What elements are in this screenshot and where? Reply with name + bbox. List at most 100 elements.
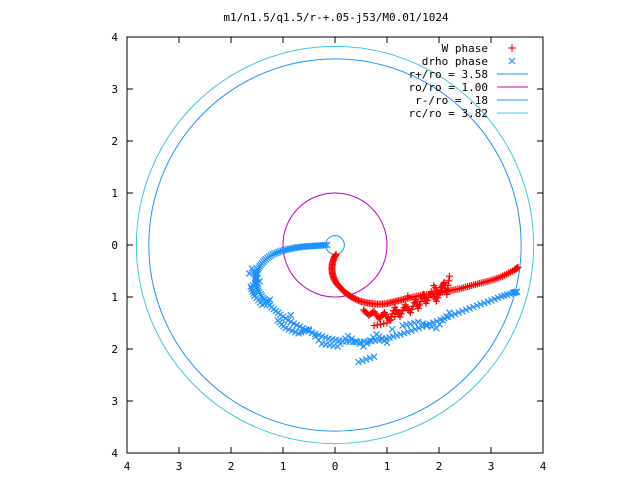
w-phase-point	[382, 300, 390, 308]
drho-phase-point	[325, 335, 333, 343]
drho-phase-point	[432, 324, 440, 332]
w-phase-point	[350, 295, 358, 303]
w-phase-fill-point	[444, 281, 452, 289]
w-phase-point	[503, 270, 511, 278]
drho-phase-point	[250, 292, 258, 300]
drho-phase-fill-point	[282, 246, 290, 254]
w-phase-point	[333, 279, 341, 287]
legend-entry-4: r-/ro = .18	[415, 94, 528, 107]
w-phase-point	[464, 283, 472, 291]
w-phase-point	[430, 282, 438, 290]
drho-phase-point	[282, 324, 290, 332]
drho-phase-point	[287, 311, 295, 319]
w-phase-point	[396, 313, 404, 321]
drho-phase-point	[354, 358, 362, 366]
drho-phase-point	[373, 331, 381, 338]
legend-entry-5: rc/ro = 3.82	[409, 107, 528, 120]
x-tick-label: 0	[332, 460, 339, 473]
w-phase-fill-point	[355, 297, 363, 305]
drho-phase-point	[274, 316, 282, 324]
drho-phase-point	[469, 303, 477, 311]
w-phase-point	[383, 319, 391, 327]
drho-phase-fill-point	[462, 306, 470, 314]
drho-phase-point	[414, 318, 422, 326]
w-phase-point	[380, 309, 388, 317]
w-phase-point	[360, 306, 368, 314]
drho-phase-fill-point	[254, 285, 261, 293]
drho-phase-point	[268, 303, 275, 311]
w-phase-point	[435, 290, 443, 298]
drho-phase-point	[370, 353, 378, 361]
w-phase-fill-point	[373, 321, 381, 329]
drho-phase-point	[295, 329, 303, 337]
drho-phase-point	[255, 288, 263, 296]
drho-phase-fill-point	[273, 249, 280, 257]
legend-label: r+/ro = 3.58	[409, 68, 488, 81]
circle-series-2	[148, 58, 522, 432]
legend-sample-cross	[508, 57, 516, 65]
legend-label: r-/ro = .18	[415, 94, 488, 107]
drho-phase-point	[260, 296, 268, 304]
w-phase-fill-point	[408, 305, 416, 313]
y-tick-label: 4	[111, 447, 118, 460]
drho-phase-point	[382, 335, 390, 343]
w-phase-point	[365, 311, 373, 319]
w-phase-point	[414, 304, 422, 312]
circle-series-4	[325, 235, 345, 255]
drho-phase-point	[315, 242, 323, 249]
y-tick-label: 2	[111, 343, 118, 356]
drho-phase-point	[339, 337, 347, 345]
drho-phase-point	[497, 293, 505, 300]
circle-series-3	[282, 192, 388, 298]
w-phase-point	[419, 290, 427, 298]
drho-phase-point	[397, 331, 404, 338]
drho-phase-fill-point	[400, 329, 408, 337]
x-tick-label: 2	[228, 460, 235, 473]
w-phase-point	[370, 322, 378, 330]
drho-phase-point	[247, 283, 255, 291]
drho-phase-point	[276, 311, 284, 319]
w-phase-point	[404, 292, 412, 300]
drho-phase-fill-point	[254, 287, 262, 294]
drho-phase-point	[299, 324, 307, 332]
x-tick-label: 3	[488, 460, 495, 473]
y-tick-label: 0	[111, 239, 118, 252]
w-phase-fill-point	[416, 301, 423, 309]
drho-phase-point	[411, 325, 419, 333]
drho-phase-fill-point	[404, 328, 412, 336]
legend-entry-2: r+/ro = 3.58	[409, 68, 528, 81]
w-phase-point	[375, 315, 383, 323]
x-tick-label: 4	[540, 460, 547, 473]
w-phase-point	[330, 254, 338, 262]
chart-title: m1/n1.5/q1.5/r-+.05-j53/M0.01/1024	[223, 11, 449, 24]
drho-phase-fill-point	[422, 321, 430, 329]
drho-phase-point	[426, 320, 434, 328]
w-phase-fill-point	[377, 320, 384, 328]
w-phase-point	[514, 263, 522, 271]
data-points	[245, 241, 522, 366]
x-tick-label: 4	[124, 460, 131, 473]
drho-phase-point	[323, 241, 331, 249]
drho-phase-fill-point	[280, 246, 288, 254]
drho-phase-fill-point	[358, 357, 366, 365]
w-phase-point	[438, 284, 446, 292]
drho-phase-fill-point	[408, 327, 415, 334]
drho-phase-fill-point	[429, 319, 437, 327]
drho-phase-fill-point	[473, 302, 481, 310]
x-tick-label: 1	[280, 460, 287, 473]
w-phase-point	[495, 274, 503, 282]
w-phase-point	[479, 278, 487, 286]
y-tick-label: 4	[111, 31, 118, 44]
w-phase-fill-point	[395, 309, 403, 317]
x-tick-label: 1	[384, 460, 391, 473]
w-phase-fill-point	[440, 280, 448, 288]
legend-label: W phase	[442, 42, 488, 55]
w-phase-fill-point	[445, 277, 453, 285]
drho-phase-point	[258, 301, 266, 309]
drho-phase-point	[257, 261, 265, 269]
y-tick-label: 3	[111, 395, 118, 408]
w-phase-point	[487, 276, 495, 284]
drho-phase-point	[399, 322, 407, 330]
